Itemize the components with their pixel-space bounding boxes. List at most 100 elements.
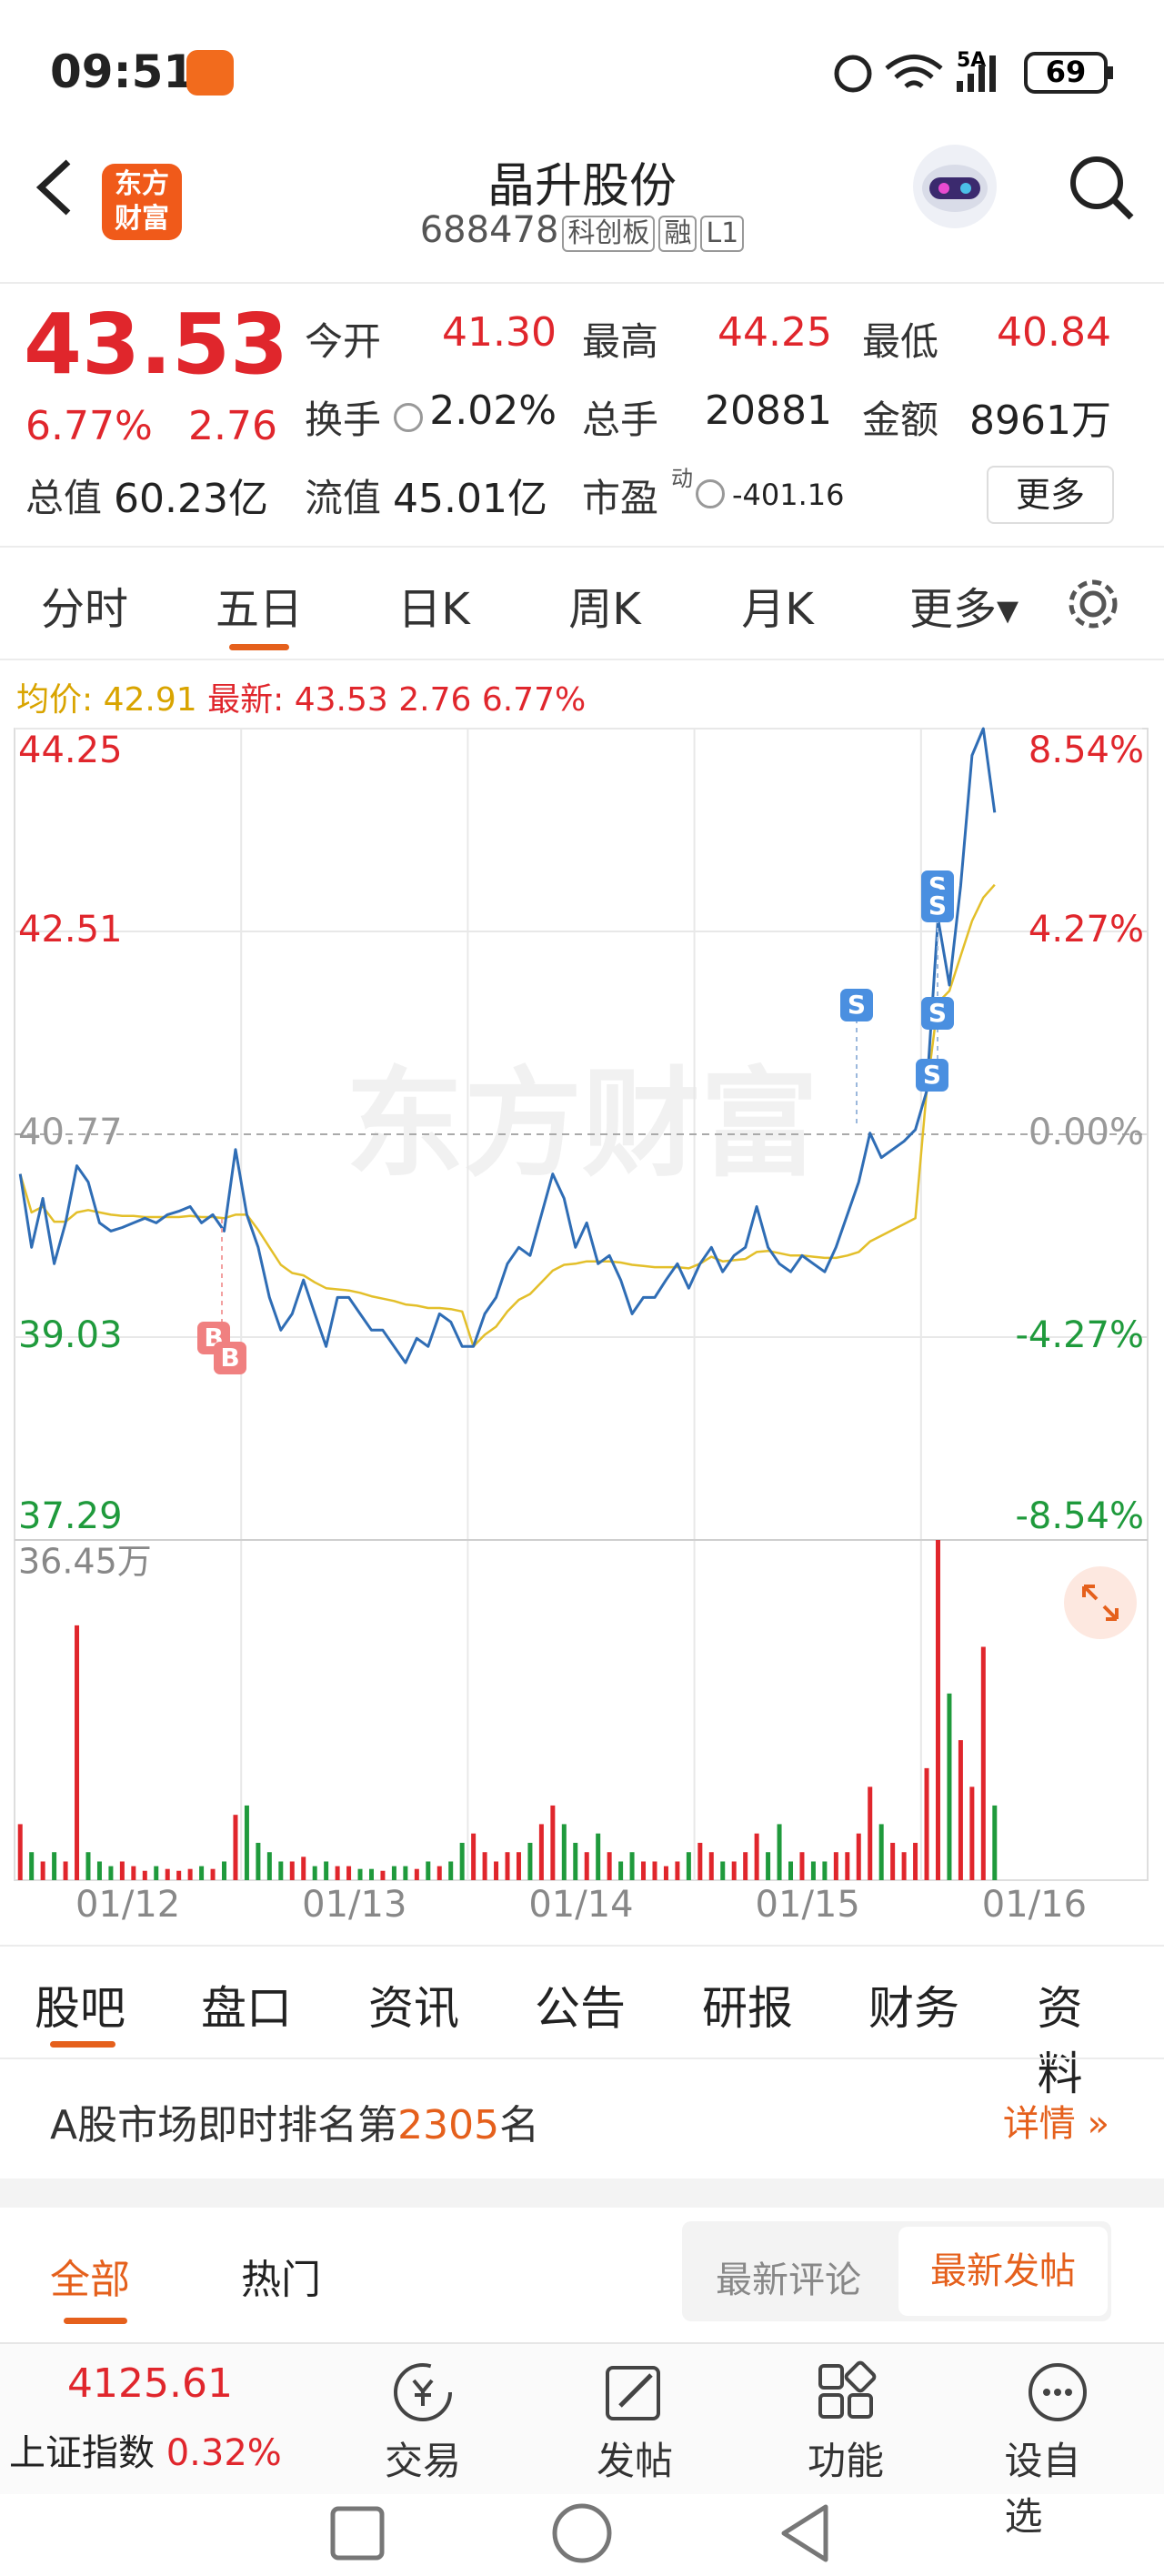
board-tag: 科创板 (562, 216, 656, 252)
field-label: 市盈 (582, 476, 659, 520)
field-value: 45.01亿 (393, 476, 547, 522)
field-value: 60.23亿 (114, 476, 268, 522)
volume-bar (176, 1870, 182, 1880)
volume-bar (935, 1540, 940, 1880)
volume-bar (924, 1767, 929, 1880)
volume-bar (289, 1861, 295, 1880)
divider (0, 2058, 1164, 2059)
volume-bar (947, 1693, 952, 1880)
more-button[interactable]: 更多 (987, 466, 1114, 524)
volume-bar (766, 1852, 771, 1880)
function-icon (818, 2360, 877, 2419)
info-icon[interactable] (696, 479, 725, 508)
volume-bar (414, 1868, 419, 1880)
filter-underline (64, 2318, 127, 2324)
volume-bar (980, 1646, 986, 1880)
info-icon[interactable] (394, 403, 423, 432)
trade-badge-letter: S (928, 998, 947, 1028)
change: 2.76 (188, 403, 277, 449)
volume-bar (199, 1866, 205, 1880)
action-label[interactable]: 功能 (807, 2439, 885, 2483)
period-tab[interactable]: 更多▾ (908, 584, 1019, 635)
filter-hot[interactable]: 热门 (241, 2257, 321, 2303)
field-value: 20881 (705, 387, 832, 434)
volume-bar (210, 1868, 216, 1880)
period-tab[interactable]: 月K (741, 584, 814, 635)
volume-bar (652, 1861, 657, 1880)
volume-bar (482, 1852, 487, 1880)
chart-frame (14, 728, 1149, 1881)
period-tab[interactable]: 日K (397, 584, 470, 635)
index-change: 0.32% (166, 2432, 282, 2474)
volume-bar (561, 1824, 567, 1880)
expand-button[interactable] (1064, 1566, 1137, 1639)
trade-badge-letter: S (848, 990, 866, 1020)
x-tick-label: 01/16 (982, 1884, 1087, 1926)
action-label[interactable]: 发帖 (596, 2439, 674, 2483)
y-tick-label: 37.29 (18, 1495, 123, 1537)
back-button[interactable] (27, 155, 82, 218)
volume-bar (222, 1861, 227, 1880)
section-tab[interactable]: 公告 (535, 1982, 626, 2035)
volume-bar (596, 1833, 601, 1880)
section-tab[interactable]: 盘口 (201, 1982, 292, 2035)
sort-option-active[interactable]: 最新发帖 (898, 2227, 1108, 2316)
section-tab[interactable]: 财务 (868, 1982, 959, 2035)
divider (0, 282, 1164, 284)
trade-badge (916, 1059, 948, 1092)
period-tab[interactable]: 分时 (40, 584, 129, 635)
home-button[interactable] (552, 2503, 612, 2563)
section-tab[interactable]: 资料 (1037, 1982, 1083, 2100)
section-tab-active[interactable]: 股吧 (35, 1982, 125, 2035)
volume-bar (686, 1852, 691, 1880)
filter-all[interactable]: 全部 (50, 2257, 130, 2303)
volume-bar (913, 1842, 918, 1880)
recents-button[interactable] (330, 2506, 385, 2561)
period-tab[interactable]: 周K (568, 584, 641, 635)
sort-option[interactable]: 最新评论 (716, 2259, 861, 2301)
volume-bar (165, 1868, 170, 1880)
volume-bar (527, 1842, 533, 1880)
info-line: 均价: 42.91 最新: 43.53 2.76 6.77% (16, 673, 586, 720)
volume-bar (40, 1861, 45, 1880)
volume-bar (63, 1861, 68, 1880)
post-icon-pen (618, 2373, 653, 2408)
volume-bar (969, 1786, 975, 1880)
last-label: 最新: (207, 681, 285, 719)
volume-bar (663, 1866, 668, 1880)
volume-bar (629, 1852, 635, 1880)
trade-icon (394, 2363, 452, 2421)
action-label[interactable]: 交易 (384, 2439, 462, 2483)
volume-bar (119, 1861, 125, 1880)
battery (1024, 52, 1108, 94)
expand-icon (1082, 1585, 1119, 1621)
section-tab[interactable]: 研报 (702, 1982, 793, 2035)
volume-bar (992, 1805, 998, 1880)
assistant-avatar[interactable] (909, 141, 1000, 232)
battery-level: 69 (1046, 55, 1087, 89)
volume-bar (788, 1861, 794, 1880)
section-tab[interactable]: 资讯 (368, 1982, 459, 2035)
volume-bar (244, 1805, 249, 1880)
x-tick-label: 01/12 (75, 1884, 180, 1926)
index-line[interactable]: 上证指数 0.32% (9, 2423, 282, 2476)
action-label[interactable]: 设自选 (1004, 2439, 1081, 2539)
y-tick-label: 44.25 (18, 730, 123, 771)
y2-tick-label: 4.27% (1029, 909, 1144, 951)
volume-bar (312, 1866, 317, 1880)
index-value[interactable]: 4125.61 (67, 2360, 233, 2407)
search-button[interactable] (1064, 150, 1137, 223)
ranking-prefix: A股市场即时排名第 (50, 2102, 398, 2148)
volume-bar (799, 1852, 805, 1880)
watermark: 东方财富 (346, 1055, 818, 1193)
period-tab-active[interactable]: 五日 (215, 584, 304, 635)
y-tick-label: 39.03 (18, 1314, 123, 1356)
settings-button[interactable] (1064, 575, 1122, 633)
battery-tip (1108, 66, 1113, 79)
volume-bar (266, 1852, 272, 1880)
detail-link[interactable]: 详情 » (1002, 2103, 1109, 2145)
back-nav-button[interactable] (781, 2504, 828, 2562)
field-value: 41.30 (442, 309, 557, 356)
